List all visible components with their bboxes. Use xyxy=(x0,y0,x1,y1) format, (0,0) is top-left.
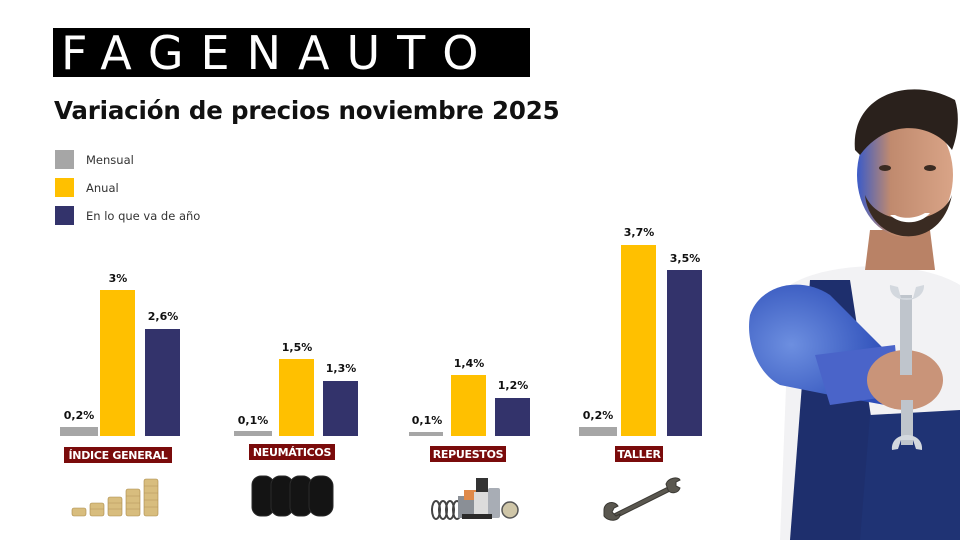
legend-label-anual: Anual xyxy=(86,180,119,195)
chart-title: Variación de precios noviembre 2025 xyxy=(54,96,560,125)
bar-value-ytd: 1,2% xyxy=(497,379,529,392)
bar-mensual xyxy=(60,427,98,436)
coin-stacks-icon xyxy=(71,478,159,517)
bar-mensual xyxy=(409,432,443,436)
category-label-taller: TALLER xyxy=(615,446,663,462)
bar-ytd xyxy=(667,270,702,436)
bar-ytd xyxy=(323,381,358,436)
category-label-neumaticos: NEUMÁTICOS xyxy=(249,444,335,460)
bar-value-anual: 3% xyxy=(108,272,128,285)
bar-anual xyxy=(621,245,656,436)
logo-text: FAGENAUTO xyxy=(61,25,496,80)
bar-value-mensual: 0,2% xyxy=(63,409,95,422)
bar-value-anual: 1,5% xyxy=(281,341,313,354)
bar-mensual xyxy=(234,431,272,436)
tires-icon xyxy=(251,475,334,517)
legend-item-anual: Anual xyxy=(55,178,119,197)
bar-anual xyxy=(451,375,486,436)
fagenauto-logo: FAGENAUTO xyxy=(53,28,530,77)
bar-anual xyxy=(279,359,314,436)
legend-swatch-ytd xyxy=(55,206,74,225)
bar-mensual xyxy=(579,427,617,436)
bar-value-anual: 1,4% xyxy=(453,357,485,370)
bar-value-ytd: 3,5% xyxy=(669,252,701,265)
bar-value-mensual: 0,2% xyxy=(582,409,614,422)
legend-item-mensual: Mensual xyxy=(55,150,134,169)
category-label-indice-general: ÍNDICE GENERAL xyxy=(64,447,172,463)
bar-ytd xyxy=(495,398,530,436)
legend-label-ytd: En lo que va de año xyxy=(86,208,201,223)
wrench-icon xyxy=(603,477,681,521)
legend-swatch-anual xyxy=(55,178,74,197)
bar-ytd xyxy=(145,329,180,436)
legend-label-mensual: Mensual xyxy=(86,152,134,167)
legend-item-ytd: En lo que va de año xyxy=(55,206,200,225)
auto-parts-icon xyxy=(431,478,519,520)
bar-value-ytd: 2,6% xyxy=(147,310,179,323)
legend-swatch-mensual xyxy=(55,150,74,169)
bar-value-ytd: 1,3% xyxy=(325,362,357,375)
mechanic-photo xyxy=(720,55,960,540)
bar-value-mensual: 0,1% xyxy=(237,414,269,427)
category-label-repuestos: REPUESTOS xyxy=(430,446,506,462)
bar-anual xyxy=(100,290,135,436)
bar-value-anual: 3,7% xyxy=(623,226,655,239)
mechanic-illustration xyxy=(749,89,960,540)
bar-value-mensual: 0,1% xyxy=(411,414,443,427)
